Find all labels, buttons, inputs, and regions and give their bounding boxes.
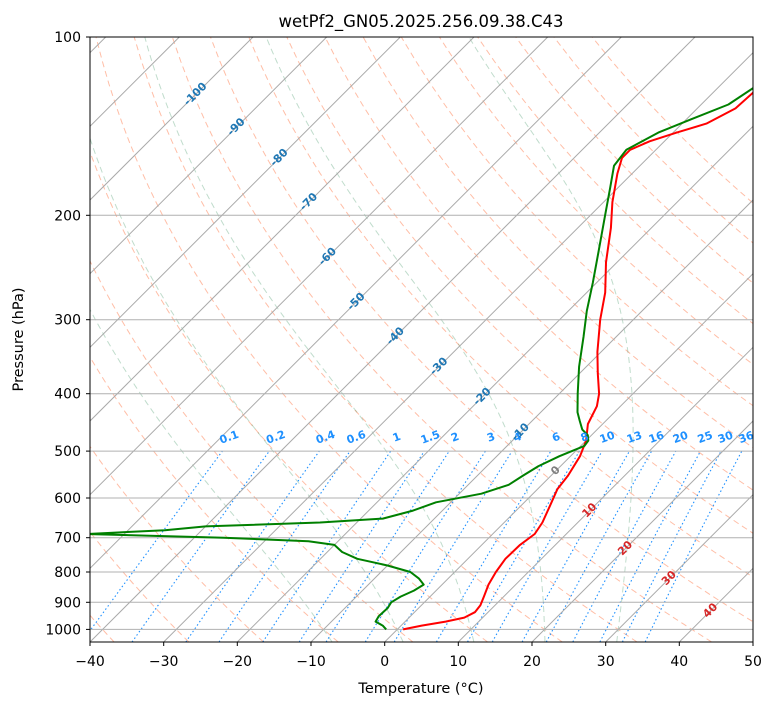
y-tick-label: 400 — [54, 387, 81, 403]
x-tick-label: 20 — [523, 654, 541, 670]
y-axis-label: Pressure (hPa) — [11, 287, 27, 391]
x-tick-label: −40 — [75, 654, 105, 670]
y-tick-label: 700 — [54, 531, 81, 547]
skewt-chart: wetPf2_GN05.2025.256.09.38.C43 0.1 0.2 0.4… — [0, 0, 775, 708]
x-axis-label: Temperature (°C) — [357, 681, 483, 697]
y-tick-label: 200 — [54, 208, 81, 224]
x-tick-label: −20 — [223, 654, 253, 670]
x-tick-label: 10 — [449, 654, 467, 670]
x-tick-label: 50 — [744, 654, 762, 670]
y-tick-label: 600 — [54, 491, 81, 507]
y-tick-label: 1000 — [45, 622, 81, 638]
x-tick-label: −10 — [296, 654, 326, 670]
y-tick-label: 500 — [54, 444, 81, 460]
y-tick-label: 300 — [54, 313, 81, 329]
x-tick-label: 30 — [597, 654, 615, 670]
y-tick-label: 100 — [54, 30, 81, 46]
y-tick-label: 800 — [54, 565, 81, 581]
x-tick-label: 0 — [380, 654, 389, 670]
x-tick-label: 40 — [670, 654, 688, 670]
chart-title: wetPf2_GN05.2025.256.09.38.C43 — [279, 12, 564, 32]
x-tick-label: −30 — [149, 654, 179, 670]
y-tick-label: 900 — [54, 595, 81, 611]
